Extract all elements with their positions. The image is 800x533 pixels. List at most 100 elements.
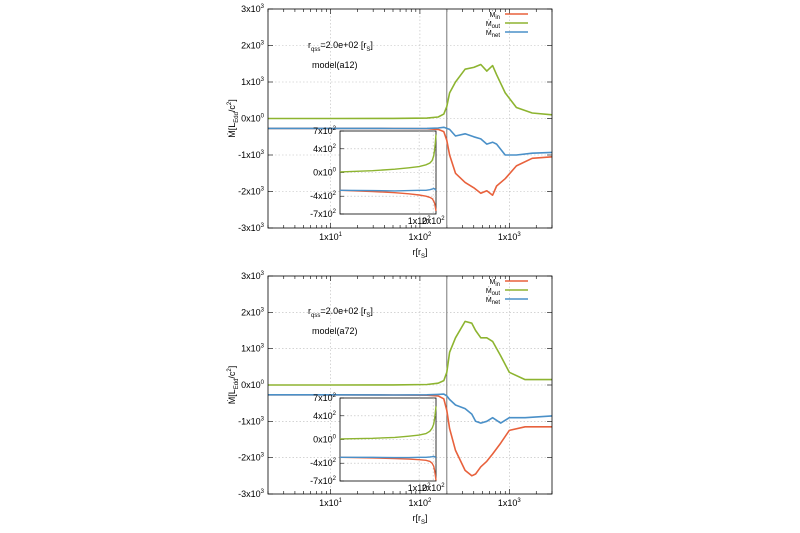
x-tick-label-exp: 1 bbox=[339, 232, 343, 238]
y-axis-label-main: Ṁ[L bbox=[227, 389, 237, 404]
x-tick-label: 1x103 bbox=[498, 232, 522, 242]
y-tick-label-base: 2x10 bbox=[241, 41, 261, 51]
y-tick-label-exp: 3 bbox=[261, 223, 265, 229]
y-tick-label: 1x103 bbox=[241, 344, 265, 354]
inset-y-tick-label-exp: 2 bbox=[333, 411, 337, 417]
y-tick-label: 0x100 bbox=[241, 380, 265, 390]
legend-label-sub: in bbox=[495, 282, 500, 288]
y-tick-label: 2x103 bbox=[241, 307, 265, 317]
annotation-qss-sub: qss bbox=[311, 313, 320, 319]
x-axis-label-main: r[r bbox=[412, 247, 421, 257]
x-tick-label: 1x102 bbox=[408, 498, 432, 508]
y-tick-label-exp: 3 bbox=[261, 489, 265, 495]
x-tick-label-exp: 2 bbox=[428, 498, 432, 504]
y-tick-label-base: 2x10 bbox=[241, 307, 261, 317]
x-axis-label: r[rS] bbox=[412, 247, 427, 260]
y-tick-label: -2x103 bbox=[238, 187, 265, 197]
y-tick-label-base: 3x10 bbox=[241, 271, 261, 281]
y-tick-label-base: -3x10 bbox=[238, 489, 261, 499]
y-axis-label-sup: 2 bbox=[227, 101, 233, 105]
x-axis-label-main: r[r bbox=[412, 513, 421, 523]
chart-panel-a12: 1x1022x1027x1024x1020x100-4x102-7x1021x1… bbox=[227, 4, 553, 260]
inset-y-tick-label-base: -7x10 bbox=[310, 209, 333, 219]
inset-y-tick-label: 0x100 bbox=[313, 435, 337, 445]
plot-frame bbox=[267, 275, 553, 495]
inset-y-tick-label: 0x100 bbox=[313, 168, 337, 178]
inset-y-tick-label-exp: 2 bbox=[333, 209, 337, 215]
annotation-end: ] bbox=[370, 40, 373, 50]
y-tick-label-exp: 3 bbox=[261, 307, 265, 313]
y-tick-label-exp: 0 bbox=[261, 114, 265, 120]
x-tick-label-exp: 1 bbox=[339, 498, 343, 504]
y-axis-label-sub: Edd bbox=[234, 112, 240, 123]
inset-y-tick-label-exp: 2 bbox=[333, 191, 337, 197]
inset-series-line bbox=[339, 134, 437, 173]
y-tick-label-exp: 3 bbox=[261, 77, 265, 83]
legend-label-main: Ṁ bbox=[486, 28, 492, 37]
annotation-end: ] bbox=[370, 306, 373, 316]
inset-y-tick-label: -7x102 bbox=[310, 476, 337, 486]
y-tick-label-exp: 3 bbox=[261, 150, 265, 156]
inset-x-tick-label: 2x102 bbox=[422, 216, 446, 226]
x-tick-label-base: 1x10 bbox=[408, 232, 428, 242]
legend-label-in: Ṁin bbox=[489, 277, 500, 288]
legend-label-main: Ṁ bbox=[486, 286, 492, 295]
inset-x-tick-label-exp: 2 bbox=[427, 216, 431, 222]
y-tick-label-exp: 3 bbox=[261, 416, 265, 422]
y-tick-label: 3x103 bbox=[241, 4, 265, 14]
y-tick-label: -3x103 bbox=[238, 489, 265, 499]
inset-y-tick-label: -7x102 bbox=[310, 209, 337, 219]
y-tick-label-exp: 3 bbox=[261, 344, 265, 350]
y-tick-label: -1x103 bbox=[238, 416, 265, 426]
x-tick-label-exp: 3 bbox=[517, 498, 521, 504]
annotation-value: =2.0e+02 [r bbox=[320, 306, 366, 316]
legend-label-sub: out bbox=[492, 24, 501, 30]
x-axis-label: r[rS] bbox=[412, 513, 427, 526]
y-tick-label: 2x103 bbox=[241, 41, 265, 51]
x-tick-label-base: 1x10 bbox=[319, 232, 339, 242]
inset-y-tick-label-exp: 2 bbox=[333, 458, 337, 464]
x-tick-label-base: 1x10 bbox=[498, 232, 518, 242]
annotation-model: model(a12) bbox=[312, 60, 358, 70]
y-tick-label-exp: 3 bbox=[261, 187, 265, 193]
x-tick-label-base: 1x10 bbox=[498, 498, 518, 508]
annotation-s-sub: S bbox=[366, 47, 370, 53]
inset-series-line bbox=[339, 406, 437, 440]
series-line-net bbox=[268, 126, 553, 156]
inset-y-tick-label-exp: 0 bbox=[333, 435, 337, 441]
annotation-r: r bbox=[308, 40, 311, 50]
inset-y-tick-label-base: -7x10 bbox=[310, 476, 333, 486]
x-axis-label-sub: S bbox=[421, 520, 425, 526]
legend-label-net: Ṁnet bbox=[486, 295, 501, 306]
chart-panel-a72: 1x1022x1027x1024x1020x100-4x102-7x1021x1… bbox=[227, 271, 553, 526]
inset-series-line bbox=[339, 187, 437, 192]
annotation-r-qss: rqss=2.0e+02 [rS] bbox=[308, 40, 373, 53]
inset-x-tick-label-exp: 2 bbox=[427, 483, 431, 489]
y-tick-label-exp: 3 bbox=[261, 453, 265, 459]
inset-y-tick-label: -4x102 bbox=[310, 458, 337, 468]
y-tick-label-base: 1x10 bbox=[241, 344, 261, 354]
legend-label-sub: net bbox=[492, 33, 501, 39]
x-axis-label-sub: S bbox=[421, 254, 425, 260]
x-tick-label-base: 1x10 bbox=[408, 498, 428, 508]
legend-label-main: Ṁ bbox=[486, 19, 492, 28]
inset-y-tick-label-exp: 2 bbox=[333, 144, 337, 150]
y-tick-label-exp: 3 bbox=[261, 4, 265, 10]
legend-label-sub: out bbox=[492, 291, 501, 297]
inset-x-tick-label-base: 1x10 bbox=[408, 483, 428, 493]
y-axis-label-sub: Edd bbox=[234, 379, 240, 390]
x-tick-label: 1x103 bbox=[498, 498, 522, 508]
y-tick-label-base: -2x10 bbox=[238, 453, 261, 463]
annotation-model: model(a72) bbox=[312, 326, 358, 336]
y-tick-label: 0x100 bbox=[241, 114, 265, 124]
series-line-out bbox=[268, 320, 552, 386]
y-axis-label-main: Ṁ[L bbox=[227, 123, 237, 138]
y-axis-label-mid: /c bbox=[227, 371, 237, 379]
plot-frame bbox=[267, 8, 553, 229]
legend-label-main: Ṁ bbox=[489, 10, 495, 19]
legend-label-main: Ṁ bbox=[486, 295, 492, 304]
legend-label-in: Ṁin bbox=[489, 10, 500, 21]
inset-x-tick-label: 1x102 bbox=[408, 483, 432, 493]
